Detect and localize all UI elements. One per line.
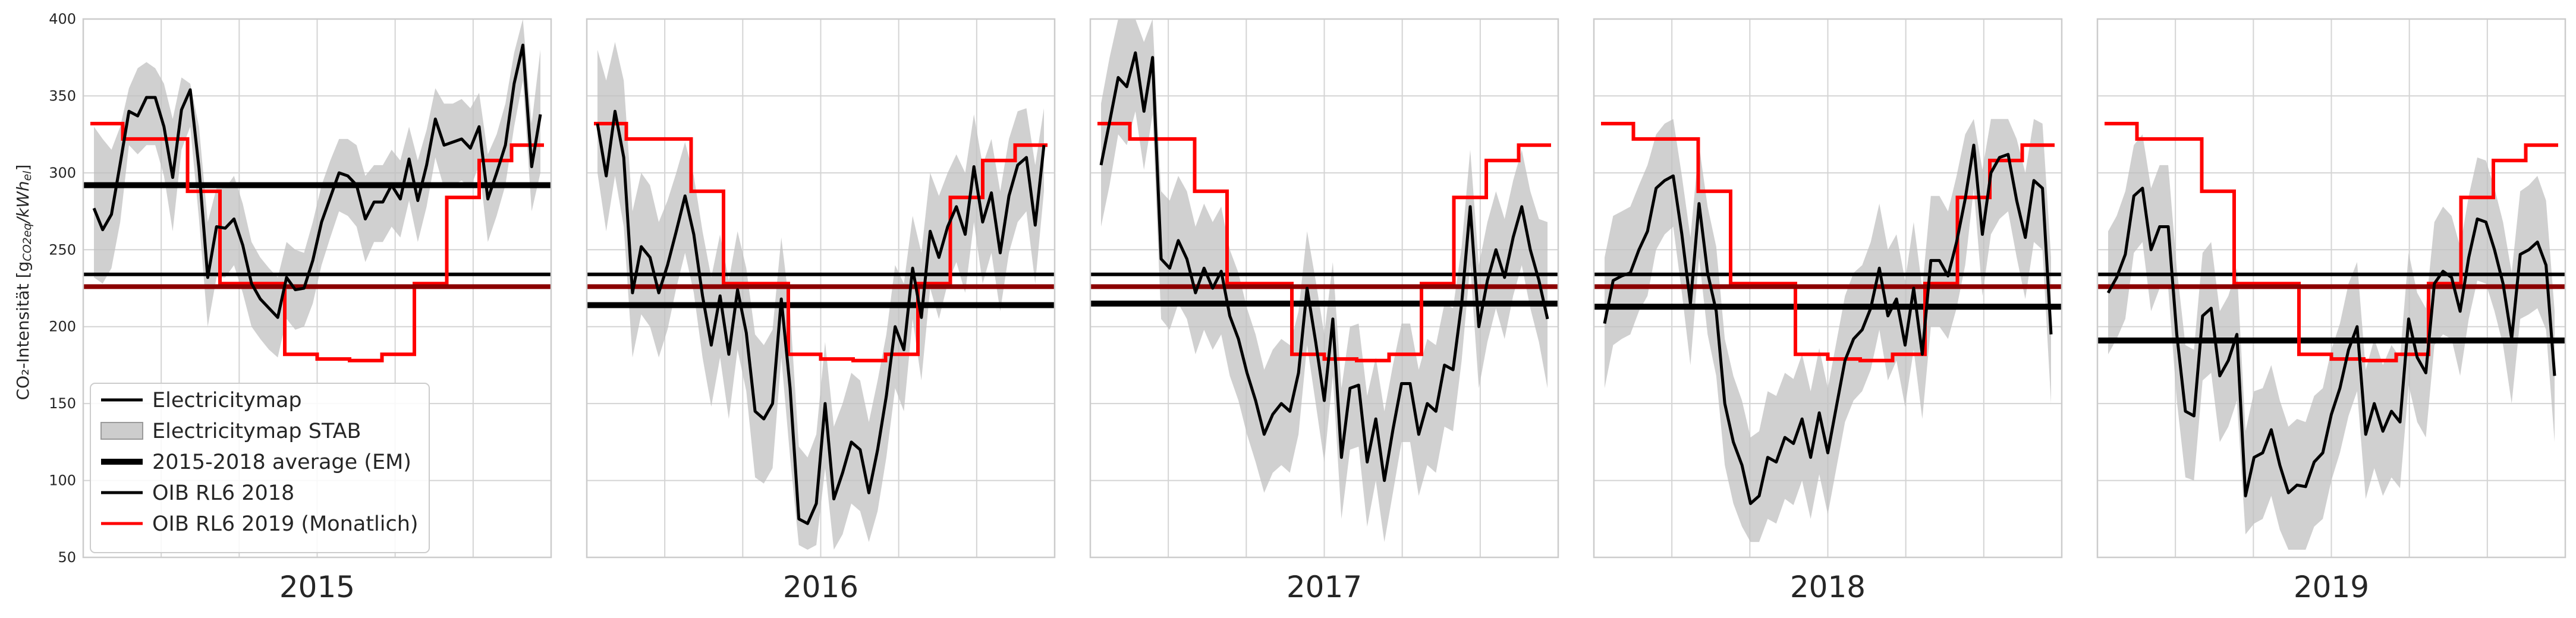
oib-rl6-2019-monthly-line: [1097, 122, 1551, 362]
legend-entry: 2015-2018 average (EM): [101, 450, 411, 474]
panel-title: 2019: [2294, 570, 2369, 604]
legend-label: OIB RL6 2019 (Monatlich): [152, 512, 419, 536]
electricitymap-line: [1099, 51, 1549, 483]
y-tick-label: 350: [49, 87, 76, 104]
electricitymap-line: [596, 109, 1046, 525]
panel-2018: 2018: [1593, 18, 2063, 604]
legend-label: Electricitymap: [152, 389, 302, 412]
panel-2016: 2016: [586, 18, 1056, 604]
legend-label: 2015-2018 average (EM): [152, 450, 411, 474]
plot-area: [1594, 119, 2062, 543]
stab-band: [1605, 119, 2051, 543]
panel-title: 2018: [1790, 570, 1866, 604]
electricitymap-line: [92, 43, 542, 319]
stab-band: [2108, 134, 2555, 550]
plot-area: [587, 42, 1055, 550]
y-tick-label: 250: [49, 241, 76, 258]
panel-frame: [2096, 18, 2566, 559]
plot-area: [83, 19, 551, 362]
plot-area: [1090, 19, 1558, 543]
y-tick-label: 100: [49, 472, 76, 489]
y-tick-label: 300: [49, 165, 76, 181]
panel-frame: [82, 18, 552, 559]
y-tick-label: 50: [58, 549, 76, 566]
legend-label: OIB RL6 2018: [152, 481, 294, 505]
panel-title: 2015: [279, 570, 355, 604]
y-tick-label: 200: [49, 319, 76, 335]
oib-rl6-2019-monthly-line: [90, 122, 544, 362]
legend-swatch-band: [100, 422, 143, 440]
legend-entry: OIB RL6 2019 (Monatlich): [101, 512, 419, 536]
panel-frame: [1089, 18, 1559, 559]
panel-2017: 2017: [1089, 18, 1559, 604]
y-tick-label: 150: [49, 395, 76, 412]
panel-2019: 2019: [2096, 18, 2566, 604]
electricitymap-line: [2106, 187, 2556, 497]
panel-frame: [1593, 18, 2063, 559]
panel-2015: 2015 50 100 150 200 250 300 350 400: [49, 11, 552, 604]
legend-entry: Electricitymap: [101, 389, 302, 412]
panel-title: 2016: [783, 570, 858, 604]
legend-label: Electricitymap STAB: [152, 420, 361, 443]
panel-frame: [586, 18, 1056, 559]
legend-box: [90, 383, 430, 553]
y-axis-label: CO₂-Intensität [gCO2eq/kWhel]: [13, 164, 34, 400]
legend-entry: Electricitymap STAB: [100, 420, 361, 443]
y-tick-label: 400: [49, 11, 76, 27]
electricitymap-line: [1603, 143, 2053, 505]
panel-title: 2017: [1287, 570, 1362, 604]
legend-entry: OIB RL6 2018: [101, 481, 294, 505]
plot-area: [2097, 122, 2565, 550]
